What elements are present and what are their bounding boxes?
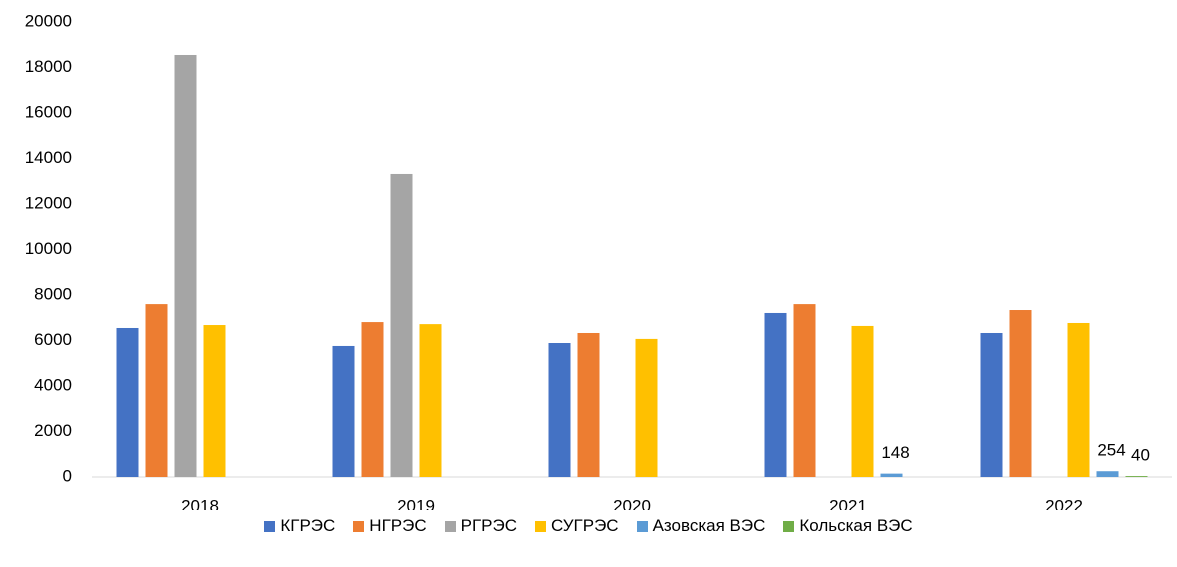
legend-label: РГРЭС [460, 516, 518, 535]
bar [577, 332, 600, 477]
bar [1096, 471, 1119, 477]
legend-swatch [535, 520, 547, 532]
bar [145, 304, 168, 477]
bar [361, 322, 384, 477]
bar [1125, 476, 1148, 477]
chart: 0 2000 4000 6000 8000 10000 12000 14000 16000 180… [25, 11, 1172, 515]
data-label: 254 [1097, 441, 1125, 460]
y-tick-label: 8000 [34, 284, 72, 303]
bar [116, 327, 139, 477]
y-tick-label: 12000 [25, 193, 72, 212]
x-tick-label: 2021 [829, 496, 867, 510]
bar [1067, 322, 1090, 477]
bar [1009, 310, 1032, 477]
legend-label: Кольская ВЭС [799, 516, 913, 535]
legend-item: РГРЭС [444, 516, 518, 536]
y-tick-label: 4000 [34, 375, 72, 394]
x-tick-label: 2019 [397, 496, 435, 510]
legend-item: НГРЭС [353, 516, 427, 536]
legend-label: СУГРЭС [551, 516, 619, 535]
bar [635, 338, 658, 477]
legend-swatch [783, 520, 795, 532]
bar [548, 343, 571, 477]
y-tick-label: 2000 [34, 421, 72, 440]
legend-label: НГРЭС [369, 516, 427, 535]
y-tick-label: 14000 [25, 148, 72, 167]
bar [419, 324, 442, 477]
legend-label: Азовская ВЭС [652, 516, 766, 535]
legend-swatch [353, 520, 365, 532]
bar [203, 325, 226, 477]
y-tick-label: 20000 [25, 11, 72, 30]
x-tick-label: 2018 [181, 496, 219, 510]
legend-label: КГРЭС [280, 516, 336, 535]
legend: КГРЭС НГРЭС РГРЭС СУГРЭС Азовская ВЭС Кольска… [0, 516, 1177, 536]
bar [851, 325, 874, 477]
data-label: 148 [881, 443, 909, 462]
bar [880, 473, 903, 477]
bar [793, 304, 816, 477]
legend-item: КГРЭС [264, 516, 335, 536]
bar [332, 345, 355, 477]
y-tick-label: 6000 [34, 330, 72, 349]
bar [390, 173, 413, 477]
legend-item: Кольская ВЭС [783, 516, 913, 536]
y-tick-label: 16000 [25, 102, 72, 121]
legend-swatch [264, 520, 276, 532]
legend-item: СУГРЭС [535, 516, 619, 536]
data-label: 40 [1131, 446, 1150, 465]
bar [980, 332, 1003, 477]
legend-item: Азовская ВЭС [636, 516, 766, 536]
legend-swatch [636, 520, 648, 532]
y-tick-label: 0 [63, 466, 72, 485]
legend-swatch [444, 520, 456, 532]
x-tick-label: 2020 [613, 496, 651, 510]
bar [174, 54, 197, 478]
y-tick-label: 18000 [25, 57, 72, 76]
x-tick-label: 2022 [1045, 496, 1083, 510]
y-tick-label: 10000 [25, 239, 72, 258]
bar [764, 312, 787, 477]
